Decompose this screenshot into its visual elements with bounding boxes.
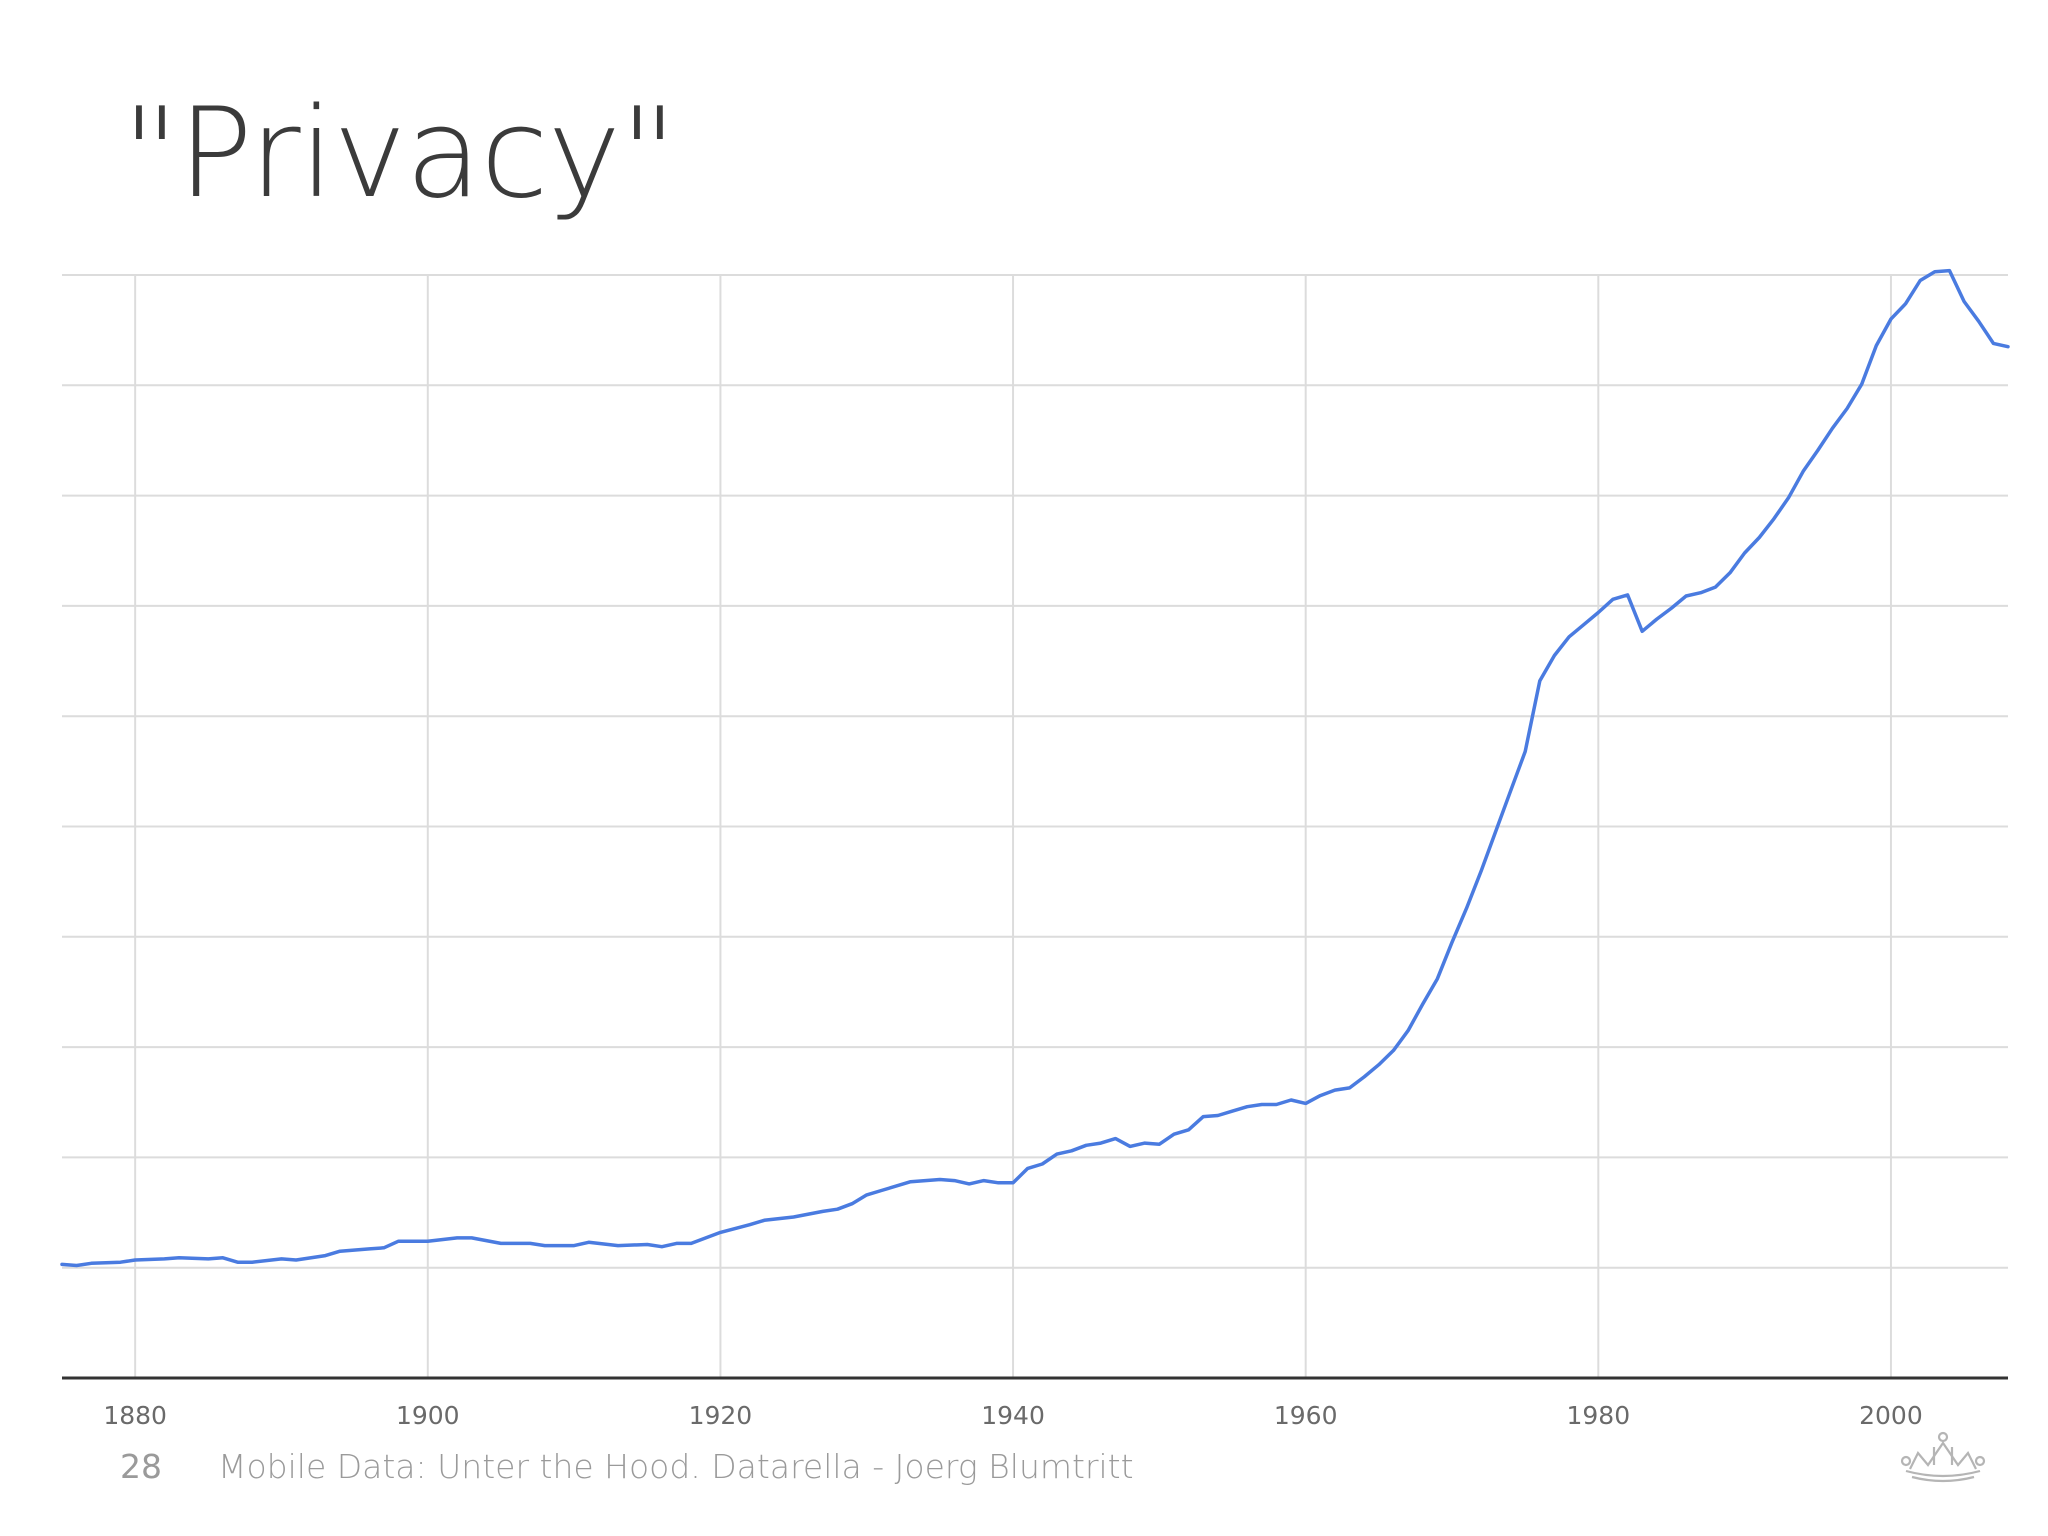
x-tick-label: 1900 <box>396 1401 460 1430</box>
x-tick-label: 2000 <box>1859 1401 1923 1430</box>
axis-layer: 1880 1900 1920 1940 1960 1980 2000 <box>62 1376 2008 1430</box>
slide-title: "Privacy" <box>122 82 677 226</box>
footer-text: Mobile Data: Unter the Hood. Datarella -… <box>218 1447 1134 1486</box>
series-layer <box>60 268 2010 1268</box>
x-tick-label: 1980 <box>1567 1401 1631 1430</box>
x-tick-label: 1940 <box>981 1401 1045 1430</box>
x-tick-label: 1960 <box>1274 1401 1338 1430</box>
x-tick-label: 1880 <box>103 1401 167 1430</box>
grid-layer <box>62 274 2008 1378</box>
crown-logo-icon <box>1898 1425 1988 1489</box>
series-line <box>60 268 2010 1268</box>
x-tick-label: 1920 <box>689 1401 753 1430</box>
page-number: 28 <box>120 1447 162 1486</box>
